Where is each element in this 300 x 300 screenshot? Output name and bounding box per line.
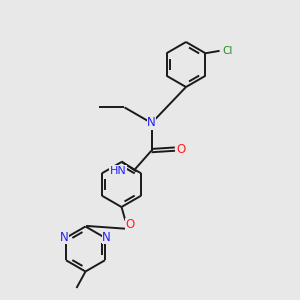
Text: N: N <box>60 231 69 244</box>
Text: O: O <box>126 218 135 232</box>
Text: Cl: Cl <box>222 46 232 56</box>
Text: N: N <box>147 116 156 130</box>
Text: HN: HN <box>110 166 127 176</box>
Text: O: O <box>176 142 185 156</box>
Text: N: N <box>102 231 111 244</box>
